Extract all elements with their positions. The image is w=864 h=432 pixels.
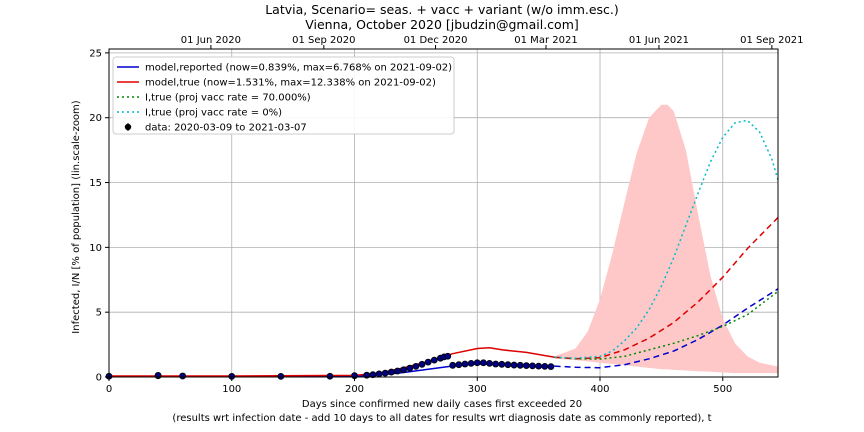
top-tick-label: 01 Dec 2020 — [404, 35, 468, 46]
top-tick-label: 01 Jun 2020 — [181, 35, 241, 46]
data-point — [492, 360, 500, 368]
series-line-3 — [554, 119, 779, 359]
data-point — [406, 364, 414, 372]
data-point — [277, 372, 285, 380]
legend-label-0: model,reported (now=0.839%, max=6.768% o… — [145, 63, 452, 74]
data-point — [535, 362, 543, 370]
y-tick-label: 25 — [89, 48, 102, 59]
data-point — [412, 362, 420, 370]
legend-label-2: I,true (proj vacc rate = 70.000%) — [145, 93, 311, 104]
data-point — [394, 367, 401, 375]
y-tick-label: 10 — [89, 243, 102, 254]
legend-label-1: model,true (now=1.531%, max=12.338% on 2… — [145, 78, 436, 89]
x-tick-label: 0 — [106, 384, 112, 395]
y-tick-label: 0 — [96, 373, 102, 384]
data-point — [455, 361, 463, 369]
x-tick-label: 500 — [713, 384, 732, 395]
data-point — [541, 362, 549, 370]
y-tick-label: 20 — [89, 113, 102, 124]
data-point — [467, 359, 475, 367]
series-line-1-projection — [554, 216, 779, 360]
x-tick-label: 400 — [590, 384, 609, 395]
y-tick-label: 15 — [89, 178, 102, 189]
plot-frame — [108, 48, 779, 378]
top-tick-label: 01 Sep 2021 — [740, 35, 803, 46]
chart-subtitle: Vienna, October 2020 [jbudzin@gmail.com] — [305, 17, 579, 32]
data-point — [461, 360, 469, 368]
x-tick-label: 100 — [222, 384, 241, 395]
data-point — [326, 372, 334, 380]
data-point — [449, 361, 457, 369]
data-point — [444, 352, 452, 360]
legend-label-3: I,true (proj vacc rate = 0%) — [145, 108, 282, 119]
data-point — [486, 359, 493, 367]
data-point — [529, 362, 536, 370]
series-line-2 — [554, 290, 779, 360]
data-point — [473, 359, 481, 367]
data-point — [381, 369, 389, 377]
data-point — [498, 360, 506, 368]
data-point — [387, 368, 395, 376]
legend: model,reported (now=0.839%, max=6.768% o… — [112, 56, 455, 135]
top-tick-label: 01 Sep 2020 — [292, 35, 355, 46]
y-axis-label: Infected, I/N [% of population] (lin.sca… — [71, 100, 82, 333]
data-point — [179, 372, 187, 380]
top-tick-label: 01 Mar 2021 — [514, 35, 577, 46]
data-point — [400, 366, 408, 374]
data-point — [504, 361, 512, 369]
plot-area: 0 100 200 300 400 500 0 5 10 15 20 25 01 Jun 2020 01 … — [89, 35, 803, 395]
chart-title: Latvia, Scenario= seas. + vacc + variant… — [265, 2, 619, 17]
data-point — [375, 370, 383, 378]
data-point — [424, 358, 432, 366]
legend-label-4: data: 2020-03-09 to 2021-03-07 — [145, 123, 307, 134]
data-point — [418, 360, 426, 368]
data-point — [547, 363, 555, 371]
uncertainty-band — [554, 104, 778, 374]
x-axis-label: Days since confirmed new daily cases fir… — [302, 399, 582, 410]
data-point — [154, 372, 162, 379]
data-point — [430, 356, 438, 364]
top-tick-label: 01 Jun 2021 — [629, 35, 689, 46]
data-point — [510, 361, 518, 369]
data-point — [479, 359, 487, 367]
x-tick-label: 200 — [345, 384, 364, 395]
data-point — [522, 362, 530, 369]
x-axis-label-2: (results wrt infection date - add 10 day… — [172, 413, 711, 424]
x-tick-label: 300 — [468, 384, 487, 395]
series-line-0-projection — [554, 288, 779, 369]
y-tick-label: 5 — [96, 308, 102, 319]
legend-marker — [124, 123, 132, 131]
data-point — [516, 361, 524, 369]
legend-box — [112, 56, 455, 135]
